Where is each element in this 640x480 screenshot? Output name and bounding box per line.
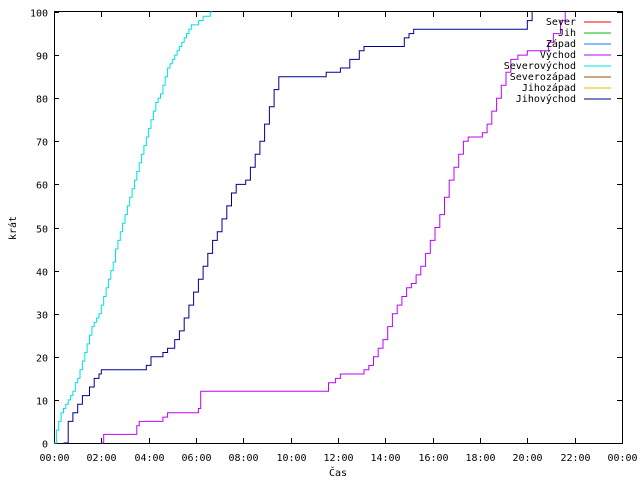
- y-tick-label: 50: [36, 225, 48, 236]
- x-tick-label: 00:00: [39, 453, 69, 464]
- series-line-3: [101, 12, 566, 444]
- axis-ticks: 00:00 02:00 04:00 06:00 08:00 10:00 12:00 14:00…: [30, 9, 638, 465]
- x-axis-title: Čas: [329, 466, 347, 479]
- x-tick-label: 06:00: [181, 453, 211, 464]
- legend-label: Jihozápad: [522, 82, 576, 94]
- y-tick-label: 70: [36, 138, 48, 149]
- legend-label: Sever: [546, 17, 576, 28]
- x-tick-label: 00:00: [607, 453, 637, 464]
- y-tick-label: 90: [36, 52, 48, 63]
- series-lines: [54, 11, 566, 444]
- y-tick-label: 20: [36, 354, 48, 365]
- legend-label: Severovýchod: [504, 60, 576, 72]
- legend-label: Východ: [540, 49, 576, 61]
- y-tick-label: 30: [36, 311, 48, 322]
- y-tick-label: 40: [36, 268, 48, 279]
- legend-label: Jih: [558, 28, 576, 39]
- legend: SeverJihZápadVýchodSeverovýchodSeverozáp…: [504, 17, 611, 105]
- x-tick-label: 10:00: [276, 453, 306, 464]
- plot-frame: [54, 11, 623, 444]
- x-tick-label: 02:00: [86, 453, 116, 464]
- y-axis-title: krát: [7, 216, 19, 240]
- y-tick-label: 0: [42, 440, 48, 451]
- x-tick-label: 16:00: [418, 453, 448, 464]
- x-tick-label: 18:00: [465, 453, 495, 464]
- series-line-4: [54, 11, 213, 444]
- x-tick-label: 20:00: [512, 453, 542, 464]
- x-tick-label: 14:00: [370, 453, 400, 464]
- y-tick-label: 10: [36, 397, 48, 408]
- x-tick-label: 12:00: [323, 453, 353, 464]
- series-line-7: [63, 12, 533, 444]
- y-tick-label: 80: [36, 95, 48, 106]
- y-tick-label: 100: [30, 9, 48, 20]
- x-tick-label: 22:00: [560, 453, 590, 464]
- legend-label: Jihovýchod: [516, 93, 576, 105]
- y-tick-label: 60: [36, 181, 48, 192]
- legend-label: Západ: [546, 38, 576, 50]
- x-tick-label: 08:00: [228, 453, 258, 464]
- legend-label: Severozápad: [510, 71, 576, 83]
- x-tick-label: 04:00: [134, 453, 164, 464]
